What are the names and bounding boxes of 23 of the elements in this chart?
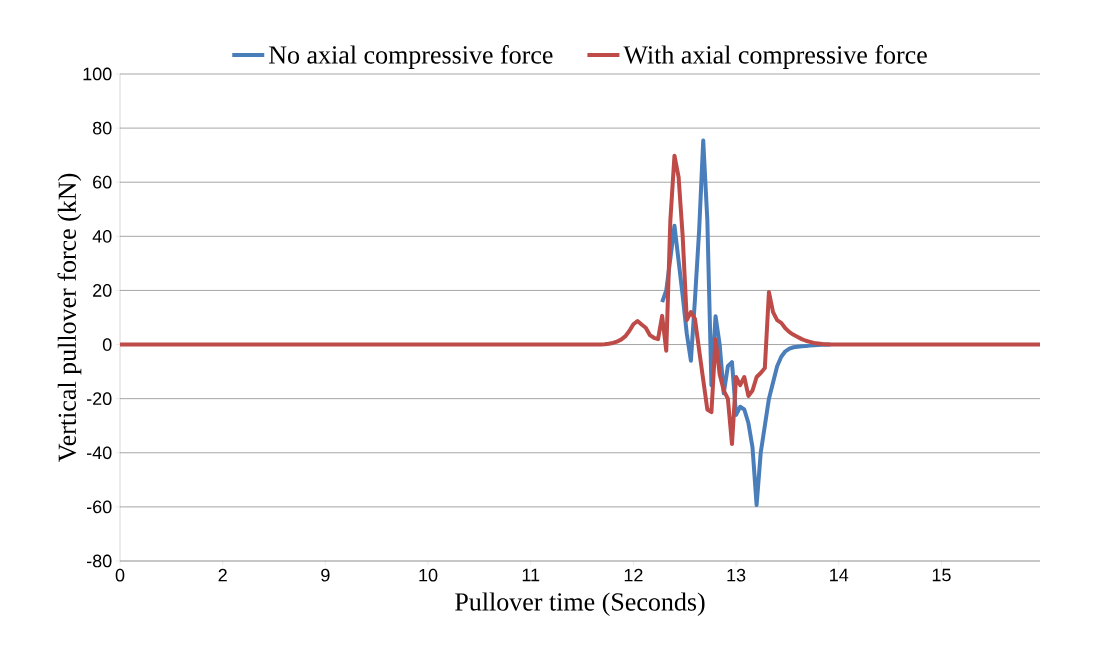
y-tick-label: 0 xyxy=(102,338,112,351)
x-tick-label: 15 xyxy=(932,568,951,582)
x-tick-label: 12 xyxy=(624,568,643,582)
legend-label: No axial compressive force xyxy=(269,45,553,69)
y-tick-label: 100 xyxy=(83,67,112,81)
x-tick-label: 14 xyxy=(830,568,849,582)
x-tick-label: 11 xyxy=(522,568,540,582)
x-tick-label: 10 xyxy=(419,568,438,582)
y-tick-label: 40 xyxy=(92,229,112,243)
y-tick-label: -60 xyxy=(86,500,112,514)
x-tick-label: 2 xyxy=(218,568,227,582)
x-tick-label: 9 xyxy=(321,568,330,582)
x-tick-label: 13 xyxy=(727,568,746,582)
y-tick-label: 20 xyxy=(93,284,112,297)
y-tick-label: -20 xyxy=(86,392,112,406)
x-tick-label: 0 xyxy=(115,568,125,582)
y-tick-label: -80 xyxy=(86,554,112,568)
y-tick-label: -40 xyxy=(86,446,112,460)
y-tick-label: 60 xyxy=(93,175,112,189)
y-axis-title: Vertical pullover force (kN) xyxy=(57,173,82,462)
y-tick-label: 80 xyxy=(92,121,112,135)
legend-label: With axial compressive force xyxy=(623,45,927,69)
x-axis-title: Pullover time (Seconds) xyxy=(455,592,705,616)
